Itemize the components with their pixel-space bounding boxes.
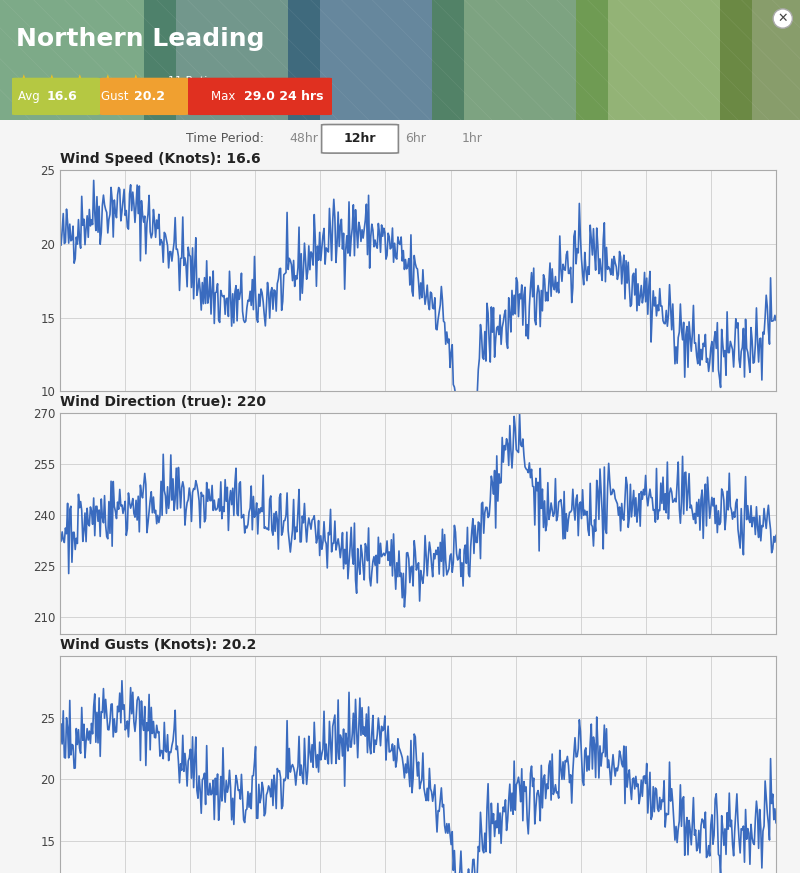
FancyBboxPatch shape <box>188 78 332 115</box>
FancyBboxPatch shape <box>100 78 188 115</box>
Text: 29.0 24 hrs: 29.0 24 hrs <box>244 90 323 103</box>
Bar <box>0 0 176 120</box>
Text: Wind Speed (Knots): 16.6: Wind Speed (Knots): 16.6 <box>60 152 261 166</box>
Text: ★: ★ <box>100 73 114 88</box>
FancyBboxPatch shape <box>322 125 398 153</box>
Text: ★: ★ <box>16 73 30 88</box>
Text: Max: Max <box>211 90 240 103</box>
Text: 16.6: 16.6 <box>46 90 77 103</box>
Text: Wind Gusts (Knots): 20.2: Wind Gusts (Knots): 20.2 <box>60 638 256 652</box>
Text: Northern Leading: Northern Leading <box>16 26 265 51</box>
Text: ★: ★ <box>44 73 58 88</box>
Text: ★: ★ <box>72 73 86 88</box>
Text: 48hr: 48hr <box>290 132 318 145</box>
Text: 1hr: 1hr <box>462 132 482 145</box>
FancyBboxPatch shape <box>12 78 100 115</box>
Bar <box>576 0 752 120</box>
Text: ★: ★ <box>128 73 142 88</box>
Bar <box>432 0 608 120</box>
Text: 6hr: 6hr <box>406 132 426 145</box>
Bar <box>720 0 800 120</box>
Text: 20.2: 20.2 <box>134 90 166 103</box>
Bar <box>288 0 464 120</box>
Text: 11 Ratings: 11 Ratings <box>168 76 227 86</box>
Bar <box>144 0 320 120</box>
Text: Time Period:: Time Period: <box>186 132 264 145</box>
Text: 12hr: 12hr <box>344 132 376 145</box>
Text: Wind Direction (true): 220: Wind Direction (true): 220 <box>60 395 266 409</box>
Text: Gust: Gust <box>101 90 132 103</box>
Text: ✕: ✕ <box>778 12 788 25</box>
Text: Avg: Avg <box>18 90 44 103</box>
